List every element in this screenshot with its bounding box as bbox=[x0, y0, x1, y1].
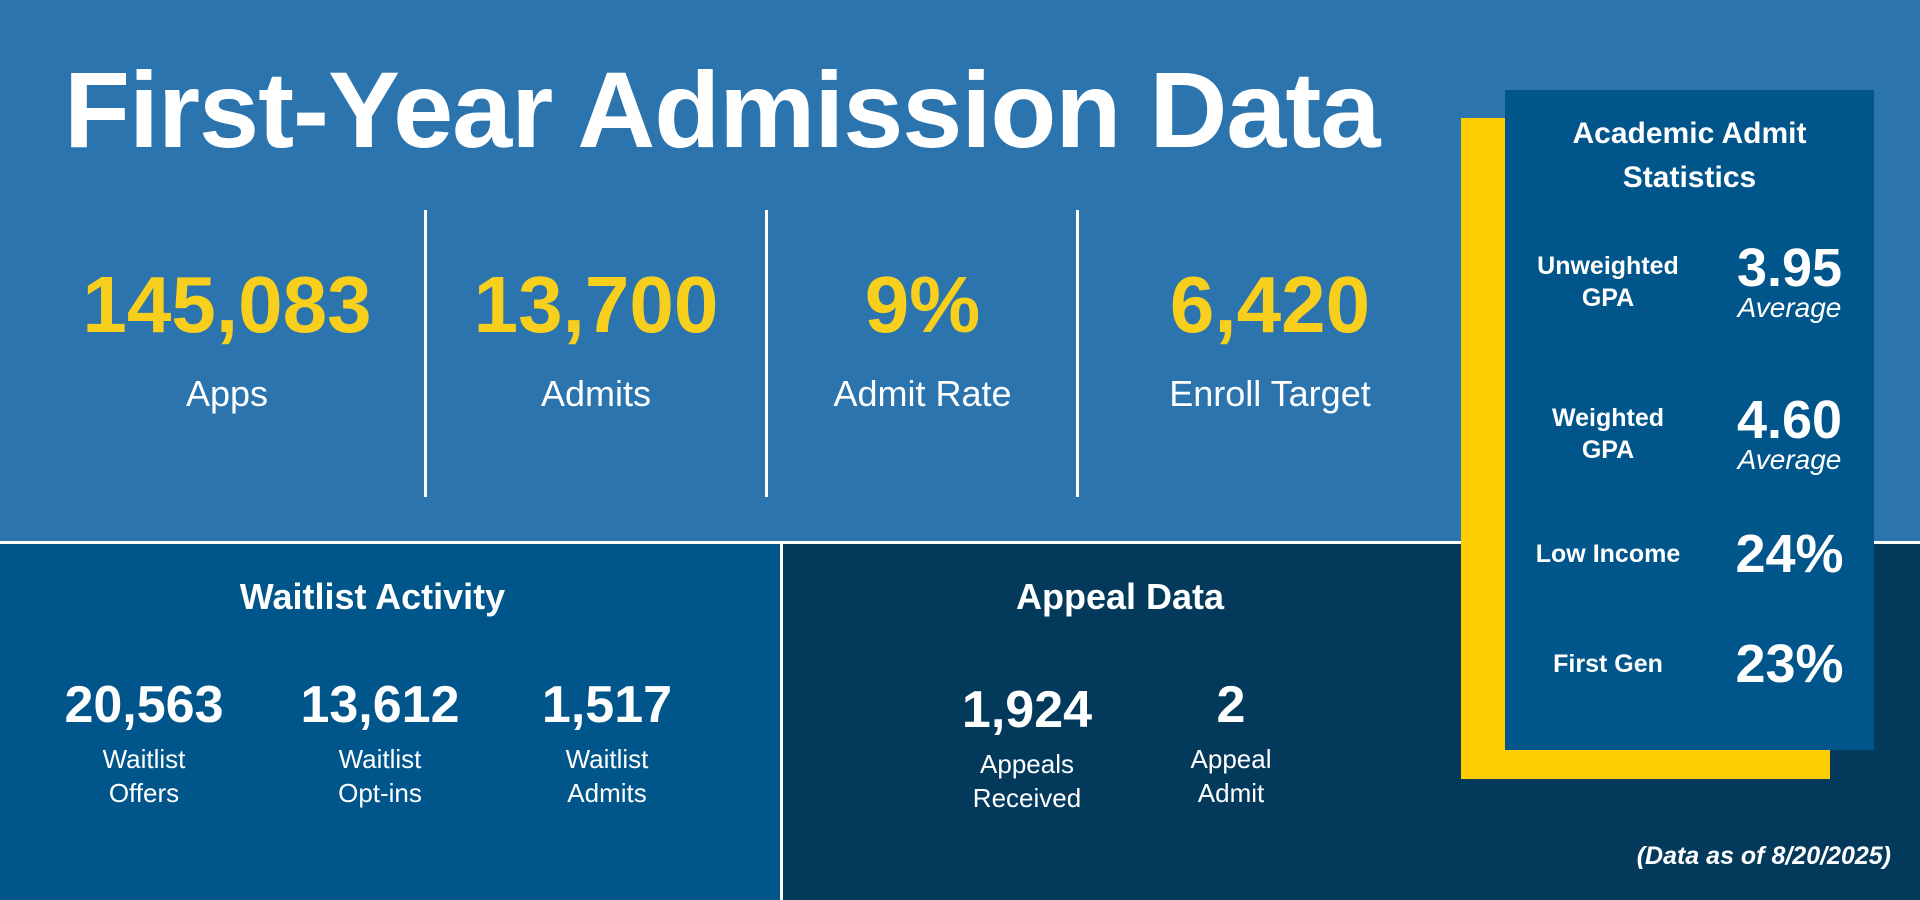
acad-label: Unweighted GPA bbox=[1519, 250, 1697, 314]
sub-value: 2 bbox=[1216, 676, 1246, 734]
label-line: GPA bbox=[1581, 284, 1635, 312]
academic-stats-panel: Academic Admit Statistics Unweighted GPA… bbox=[1505, 90, 1874, 750]
stat-label: Admit Rate bbox=[833, 373, 1012, 414]
stat-value: 9% bbox=[864, 260, 981, 349]
acad-value: 3.95 bbox=[1736, 238, 1843, 298]
low-income-row: Low Income 24% bbox=[1505, 524, 1874, 614]
stat-label: Apps bbox=[185, 373, 269, 414]
stat-label: Admits bbox=[540, 373, 652, 414]
acad-sub: Average bbox=[1737, 292, 1842, 323]
stat-value: 13,700 bbox=[473, 260, 719, 349]
sub-label: Appeals Received bbox=[927, 747, 1127, 815]
appeal-title: Appeal Data bbox=[1015, 576, 1225, 617]
unweighted-gpa-row: Unweighted GPA 3.95 Average bbox=[1505, 238, 1874, 328]
label-line: Received bbox=[972, 783, 1082, 813]
waitlist-offers: 20,563 Waitlist Offers bbox=[44, 674, 244, 810]
stat-value: 6,420 bbox=[1169, 260, 1371, 349]
acad-value: 23% bbox=[1735, 634, 1844, 694]
sub-label: Waitlist Opt-ins bbox=[280, 742, 480, 810]
waitlist-title: Waitlist Activity bbox=[239, 576, 506, 617]
sub-value: 20,563 bbox=[64, 676, 224, 734]
appeals-received: 1,924 Appeals Received bbox=[927, 679, 1127, 815]
sub-label: Waitlist Offers bbox=[44, 742, 244, 810]
divider bbox=[765, 210, 768, 497]
acad-label: Low Income bbox=[1535, 540, 1681, 568]
acad-label: First Gen bbox=[1553, 650, 1663, 678]
divider bbox=[1076, 210, 1079, 497]
label-line: GPA bbox=[1581, 436, 1635, 464]
weighted-gpa-row: Weighted GPA 4.60 Average bbox=[1505, 390, 1874, 480]
stat-admits: 13,700 Admits bbox=[451, 255, 741, 415]
label-line: Weighted bbox=[1551, 404, 1665, 432]
sub-label: Waitlist Admits bbox=[507, 742, 707, 810]
academic-title: Academic Admit Statistics bbox=[1505, 112, 1874, 200]
sub-value: 1,517 bbox=[541, 676, 673, 734]
stat-value: 145,083 bbox=[82, 260, 372, 349]
waitlist-panel: Waitlist Activity 20,563 Waitlist Offers… bbox=[0, 544, 780, 900]
label-line: Waitlist bbox=[565, 744, 649, 774]
stat-apps: 145,083 Apps bbox=[72, 255, 382, 415]
label-line: Admit bbox=[1197, 778, 1265, 808]
waitlist-opt-ins: 13,612 Waitlist Opt-ins bbox=[280, 674, 480, 810]
label-line: Unweighted bbox=[1537, 252, 1679, 280]
label-line: Waitlist bbox=[102, 744, 186, 774]
label-line: Offers bbox=[108, 778, 180, 808]
first-gen-row: First Gen 23% bbox=[1505, 634, 1874, 724]
sub-value: 13,612 bbox=[300, 676, 460, 734]
label-line: Waitlist bbox=[338, 744, 422, 774]
section-divider bbox=[0, 541, 1920, 544]
acad-value: 24% bbox=[1735, 524, 1844, 584]
acad-label: Weighted GPA bbox=[1519, 402, 1697, 466]
label-line: Opt-ins bbox=[338, 778, 422, 808]
divider bbox=[424, 210, 427, 497]
appeal-admit: 2 Appeal Admit bbox=[1131, 674, 1331, 810]
sub-value: 1,924 bbox=[961, 681, 1093, 739]
acad-value: 4.60 bbox=[1736, 390, 1843, 450]
label-line: Admits bbox=[567, 778, 647, 808]
label-line: Appeal bbox=[1190, 744, 1272, 774]
footnote: (Data as of 8/20/2025) bbox=[1636, 842, 1891, 870]
label-line: Appeals bbox=[980, 749, 1074, 779]
stat-enroll-target: 6,420 Enroll Target bbox=[1120, 255, 1420, 415]
sub-label: Appeal Admit bbox=[1131, 742, 1331, 810]
title-line: Academic Admit bbox=[1572, 117, 1807, 150]
waitlist-admits: 1,517 Waitlist Admits bbox=[507, 674, 707, 810]
page-title: First-Year Admission Data bbox=[64, 49, 1380, 170]
title-line: Statistics bbox=[1622, 161, 1757, 194]
stat-admit-rate: 9% Admit Rate bbox=[800, 255, 1045, 415]
section-divider-vertical bbox=[780, 544, 783, 900]
acad-sub: Average bbox=[1737, 444, 1842, 475]
stat-label: Enroll Target bbox=[1169, 373, 1371, 414]
